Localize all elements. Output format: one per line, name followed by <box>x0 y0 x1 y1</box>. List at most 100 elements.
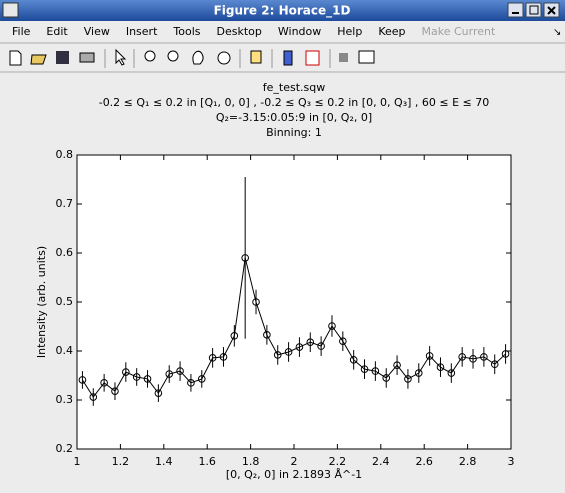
data-point <box>252 298 260 306</box>
x-tick-label: 1.6 <box>198 455 216 468</box>
data-point <box>480 353 488 361</box>
x-tick-label: 2.6 <box>415 455 433 468</box>
data-point <box>425 352 434 360</box>
pan-icon[interactable] <box>192 50 204 65</box>
data-point <box>230 332 239 340</box>
chart-title: -0.2 ≤ Q₁ ≤ 0.2 in [Q₁, 0, 0] , -0.2 ≤ Q… <box>99 96 490 109</box>
data-point <box>328 322 336 330</box>
data-point <box>404 375 412 383</box>
data-point <box>154 389 163 397</box>
data-point <box>339 337 347 346</box>
data-point <box>176 367 184 375</box>
x-tick-label: 1 <box>74 455 81 468</box>
data-point <box>382 374 391 382</box>
menu-item[interactable]: Tools <box>172 25 200 38</box>
x-axis-label: [0, Q₂, 0] in 2.1893 Å^-1 <box>226 468 362 481</box>
x-tick-label: 2 <box>291 455 298 468</box>
data-point <box>100 379 108 387</box>
minimize-button[interactable] <box>507 2 524 18</box>
data-point <box>436 363 445 371</box>
chart-title: Binning: 1 <box>266 126 322 139</box>
y-tick-label: 0.8 <box>56 148 74 161</box>
data-point <box>317 342 325 350</box>
plot: fe_test.sqw -0.2 ≤ Q₁ ≤ 0.2 in [Q₁, 0, 0]… <box>35 81 515 481</box>
data-point <box>263 331 271 339</box>
data-point <box>208 354 217 362</box>
data-point <box>165 370 174 378</box>
axes <box>76 154 512 450</box>
data-point <box>306 338 315 346</box>
data-point <box>447 369 456 377</box>
data-point <box>111 387 119 395</box>
menu-item: Make Current <box>422 25 496 38</box>
menu-arrow[interactable]: ↘ <box>553 27 561 38</box>
y-axis-label: Intensity (arb. units) <box>35 246 48 358</box>
zoom-in-icon[interactable] <box>144 50 156 62</box>
y-tick-label: 0.3 <box>56 393 74 406</box>
menu-item[interactable]: File <box>12 25 31 38</box>
print-icon[interactable] <box>79 52 95 63</box>
y-tick-label: 0.7 <box>56 197 74 210</box>
chart-title: Q₂=-3.15:0.05:9 in [0, Q₂, 0] <box>216 111 372 124</box>
window-icon[interactable] <box>2 2 19 18</box>
x-tick-label: 3 <box>508 455 515 468</box>
data-point <box>197 375 206 383</box>
series <box>78 177 510 406</box>
open-icon[interactable] <box>30 54 47 65</box>
chart-title: fe_test.sqw <box>263 81 325 94</box>
new-icon[interactable] <box>9 50 22 66</box>
data-point <box>295 343 304 351</box>
data-point <box>469 355 477 363</box>
window-title: Figure 2: Horace_1D <box>214 4 351 19</box>
maximize-button[interactable] <box>525 2 542 18</box>
data-point <box>78 376 87 384</box>
pointer-icon[interactable] <box>115 48 127 66</box>
data-point <box>371 367 380 375</box>
x-tick-label: 1.4 <box>155 455 173 468</box>
menu-item[interactable]: Desktop <box>217 25 262 38</box>
data-point <box>490 360 499 369</box>
title-bar <box>0 0 565 21</box>
window-buttons <box>507 2 560 18</box>
data-line <box>82 257 506 398</box>
x-tick-label: 2.4 <box>372 455 390 468</box>
menu-item[interactable]: View <box>84 25 110 38</box>
toolbar <box>9 48 375 68</box>
hide-tools-icon[interactable] <box>339 53 348 62</box>
data-point <box>143 375 152 383</box>
menu-bar: File Edit View Insert Tools Desktop Window Help… <box>12 25 496 38</box>
data-point <box>360 365 369 373</box>
show-tools-icon[interactable] <box>358 50 375 64</box>
x-tick-label: 1.8 <box>242 455 260 468</box>
menu-item[interactable]: Window <box>278 25 321 38</box>
data-point <box>241 254 249 262</box>
rotate-icon[interactable] <box>217 51 231 65</box>
data-point <box>393 361 401 370</box>
data-point <box>458 353 466 361</box>
data-point <box>187 379 195 387</box>
zoom-out-icon[interactable] <box>167 50 179 62</box>
data-point <box>414 369 423 377</box>
legend-icon[interactable] <box>305 50 320 66</box>
data-point <box>349 356 358 364</box>
save-icon[interactable] <box>56 51 69 64</box>
y-tick-label: 0.4 <box>56 344 74 357</box>
y-tick-label: 0.6 <box>56 246 74 259</box>
y-tick-label: 0.5 <box>56 295 74 308</box>
datacursor-icon[interactable] <box>250 50 262 64</box>
x-tick-label: 2.2 <box>329 455 347 468</box>
menu-item[interactable]: Insert <box>126 25 158 38</box>
x-tick-label: 2.8 <box>459 455 477 468</box>
data-point <box>284 348 293 356</box>
data-point <box>132 373 141 381</box>
menu-item[interactable]: Keep <box>378 25 405 38</box>
colorbar-icon[interactable] <box>283 50 293 66</box>
menu-item[interactable]: Edit <box>46 25 68 38</box>
x-tick-label: 1.2 <box>112 455 130 468</box>
data-point <box>219 353 228 361</box>
menu-item[interactable]: Help <box>337 25 362 38</box>
data-point <box>273 351 282 359</box>
data-point <box>89 393 98 401</box>
